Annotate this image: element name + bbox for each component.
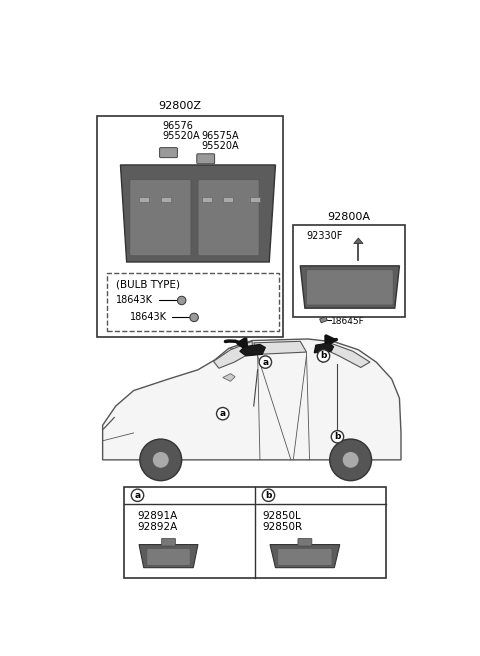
FancyBboxPatch shape bbox=[159, 148, 178, 157]
FancyBboxPatch shape bbox=[198, 180, 259, 256]
Polygon shape bbox=[270, 544, 340, 567]
Text: 95520A: 95520A bbox=[201, 142, 239, 152]
FancyBboxPatch shape bbox=[278, 548, 332, 565]
Polygon shape bbox=[327, 343, 370, 367]
Polygon shape bbox=[120, 165, 276, 262]
Text: 96576: 96576 bbox=[162, 121, 193, 131]
FancyBboxPatch shape bbox=[197, 154, 215, 164]
FancyBboxPatch shape bbox=[306, 270, 393, 305]
Bar bbox=[202, 197, 212, 202]
Circle shape bbox=[216, 407, 229, 420]
Bar bbox=[161, 197, 171, 202]
Circle shape bbox=[178, 297, 186, 305]
Circle shape bbox=[342, 451, 359, 468]
Circle shape bbox=[331, 430, 344, 443]
Polygon shape bbox=[300, 266, 399, 308]
Bar bbox=[139, 197, 149, 202]
FancyBboxPatch shape bbox=[147, 548, 190, 565]
FancyBboxPatch shape bbox=[298, 539, 312, 546]
Polygon shape bbox=[320, 317, 327, 323]
Bar bbox=[223, 197, 233, 202]
Polygon shape bbox=[103, 339, 401, 460]
Text: 92850R: 92850R bbox=[262, 522, 302, 532]
Circle shape bbox=[140, 439, 181, 481]
Text: 18643K: 18643K bbox=[116, 295, 153, 306]
Text: 92800Z: 92800Z bbox=[158, 102, 202, 112]
Text: 18645F: 18645F bbox=[331, 317, 365, 326]
Circle shape bbox=[317, 350, 330, 362]
Bar bbox=[292, 225, 405, 318]
Polygon shape bbox=[214, 341, 252, 368]
Text: (BULB TYPE): (BULB TYPE) bbox=[116, 279, 180, 289]
Polygon shape bbox=[240, 344, 265, 356]
Text: a: a bbox=[134, 491, 141, 500]
Polygon shape bbox=[139, 544, 198, 567]
FancyBboxPatch shape bbox=[162, 539, 176, 546]
Text: a: a bbox=[262, 358, 268, 367]
Circle shape bbox=[262, 489, 275, 501]
Text: b: b bbox=[334, 432, 341, 441]
Bar bbox=[107, 273, 279, 331]
Text: 92850L: 92850L bbox=[262, 511, 301, 521]
Bar bbox=[123, 487, 385, 578]
Polygon shape bbox=[314, 343, 334, 353]
Circle shape bbox=[330, 439, 372, 481]
Bar bbox=[250, 197, 260, 202]
Text: 92891A: 92891A bbox=[137, 511, 178, 521]
Circle shape bbox=[190, 313, 198, 321]
Circle shape bbox=[259, 356, 272, 368]
Bar bbox=[97, 115, 283, 337]
Polygon shape bbox=[254, 341, 306, 354]
Text: 92800A: 92800A bbox=[327, 213, 370, 222]
Text: b: b bbox=[265, 491, 272, 500]
Text: 95520A: 95520A bbox=[162, 131, 200, 142]
Text: 92892A: 92892A bbox=[137, 522, 178, 532]
Text: 96575A: 96575A bbox=[201, 131, 239, 142]
Text: b: b bbox=[320, 352, 327, 360]
Circle shape bbox=[132, 489, 144, 501]
Text: a: a bbox=[220, 409, 226, 418]
Polygon shape bbox=[354, 238, 363, 243]
Polygon shape bbox=[223, 374, 235, 381]
FancyBboxPatch shape bbox=[130, 180, 191, 256]
Text: 92330F: 92330F bbox=[306, 231, 343, 241]
Circle shape bbox=[152, 451, 169, 468]
Text: 18643K: 18643K bbox=[130, 312, 167, 322]
